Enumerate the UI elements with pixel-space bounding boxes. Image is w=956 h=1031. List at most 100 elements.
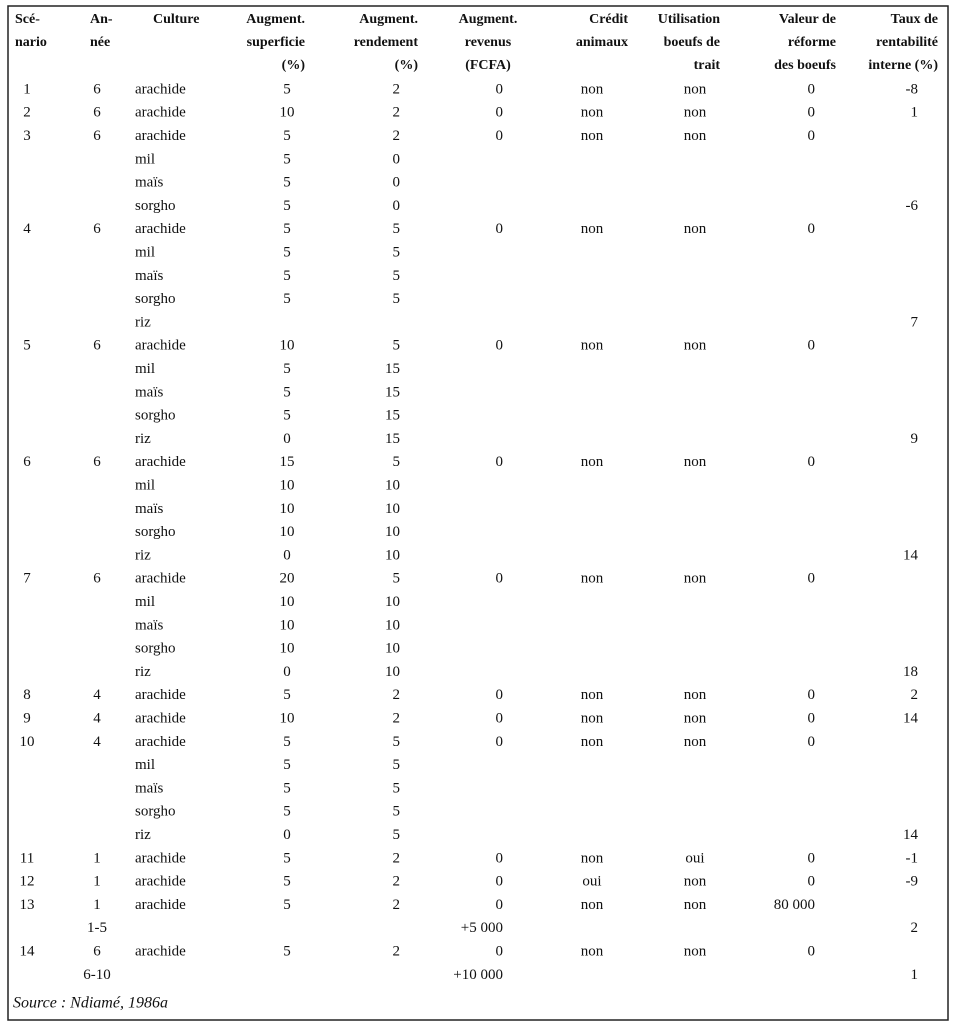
table-cell: mil <box>135 245 155 261</box>
column-header: (%) <box>395 58 419 73</box>
table-cell: non <box>684 874 707 890</box>
table-cell: 14 <box>903 547 919 563</box>
table-cell: +5 000 <box>461 920 503 936</box>
table-cell: 0 <box>496 81 504 97</box>
table-cell: 11 <box>20 850 34 866</box>
table-cell: 2 <box>393 687 401 703</box>
table-cell: 5 <box>283 734 291 750</box>
table-cell: mil <box>135 361 155 377</box>
table-cell: 14 <box>20 944 36 960</box>
table-cell: 0 <box>496 850 504 866</box>
table-cell: 9 <box>911 431 919 447</box>
table-cell: non <box>581 897 604 913</box>
table-cell: 1 <box>93 897 101 913</box>
column-header: An- <box>90 12 113 27</box>
table-cell: 5 <box>393 780 401 796</box>
table-cell: 1-5 <box>87 920 107 936</box>
table-cell: 15 <box>385 431 400 447</box>
table-cell: 2 <box>23 105 31 121</box>
table-cell: 5 <box>283 361 291 377</box>
table-cell: non <box>684 128 707 144</box>
column-header: réforme <box>788 35 836 50</box>
table-cell: 80 000 <box>774 897 815 913</box>
table-cell: 0 <box>496 711 504 727</box>
table-cell: 0 <box>808 338 816 354</box>
table-cell: 2 <box>393 850 401 866</box>
table-cell: 0 <box>808 571 816 587</box>
table-cell: 12 <box>20 874 35 890</box>
table-cell: mil <box>135 151 155 167</box>
table-cell: 0 <box>283 547 291 563</box>
table-cell: mil <box>135 594 155 610</box>
table-cell: mil <box>135 757 155 773</box>
table-cell: 0 <box>808 81 816 97</box>
table-cell: non <box>684 734 707 750</box>
table-cell: 6 <box>93 944 101 960</box>
table-cell: 15 <box>385 408 400 424</box>
table-cell: 5 <box>283 897 291 913</box>
table-cell: 6 <box>93 338 101 354</box>
table-cell: 2 <box>393 81 401 97</box>
table-cell: 10 <box>385 478 400 494</box>
column-header: des boeufs <box>774 58 836 73</box>
column-header: boeufs de <box>664 35 720 50</box>
table-cell: 10 <box>280 617 295 633</box>
table-cell: maïs <box>135 617 163 633</box>
table-cell: maïs <box>135 501 163 517</box>
column-header: revenus <box>465 35 512 50</box>
table-cell: 0 <box>496 944 504 960</box>
column-header: Augment. <box>246 12 305 27</box>
table-cell: 10 <box>280 478 295 494</box>
table-cell: 0 <box>496 571 504 587</box>
table-cell: 5 <box>393 291 401 307</box>
table-cell: 5 <box>283 780 291 796</box>
table-cell: 10 <box>280 594 295 610</box>
table-cell: arachide <box>135 454 186 470</box>
table-cell: arachide <box>135 105 186 121</box>
table-cell: non <box>581 711 604 727</box>
table-cell: riz <box>135 547 151 563</box>
table-cell: sorgho <box>135 804 176 820</box>
table-cell: 0 <box>808 128 816 144</box>
table-cell: non <box>581 81 604 97</box>
table-cell: 6 <box>93 105 101 121</box>
table-border <box>7 5 949 1021</box>
table-cell: 4 <box>93 734 101 750</box>
table-cell: arachide <box>135 81 186 97</box>
table-cell: maïs <box>135 175 163 191</box>
column-header: rentabilité <box>876 35 938 50</box>
table-cell: 6 <box>93 128 101 144</box>
table-cell: 5 <box>393 268 401 284</box>
table-cell: 5 <box>283 151 291 167</box>
table-cell: 0 <box>496 897 504 913</box>
table-cell: 2 <box>393 897 401 913</box>
table-cell: 10 <box>20 734 35 750</box>
table-cell: 0 <box>808 711 816 727</box>
table-cell: 1 <box>93 850 101 866</box>
table-cell: 13 <box>20 897 35 913</box>
table-cell: 5 <box>393 221 401 237</box>
table-cell: 20 <box>280 571 295 587</box>
table-cell: 10 <box>385 617 400 633</box>
table-cell: non <box>684 454 707 470</box>
table-cell: 2 <box>393 874 401 890</box>
table-cell: 10 <box>385 547 400 563</box>
table-cell: 5 <box>283 245 291 261</box>
table-cell: 5 <box>393 571 401 587</box>
table-cell: 1 <box>911 105 919 121</box>
table-cell: maïs <box>135 384 163 400</box>
table-cell: riz <box>135 664 151 680</box>
table-cell: 0 <box>496 454 504 470</box>
table-cell: 10 <box>385 524 400 540</box>
table-cell: 2 <box>393 944 401 960</box>
table-cell: 5 <box>283 268 291 284</box>
table-cell: 2 <box>393 711 401 727</box>
table-cell: 0 <box>283 664 291 680</box>
table-cell: 5 <box>283 128 291 144</box>
table-cell: 0 <box>808 850 816 866</box>
table-cell: 7 <box>23 571 31 587</box>
table-cell: sorgho <box>135 524 176 540</box>
table-cell: 5 <box>283 757 291 773</box>
source-note: Source : Ndiamé, 1986a <box>13 995 168 1012</box>
